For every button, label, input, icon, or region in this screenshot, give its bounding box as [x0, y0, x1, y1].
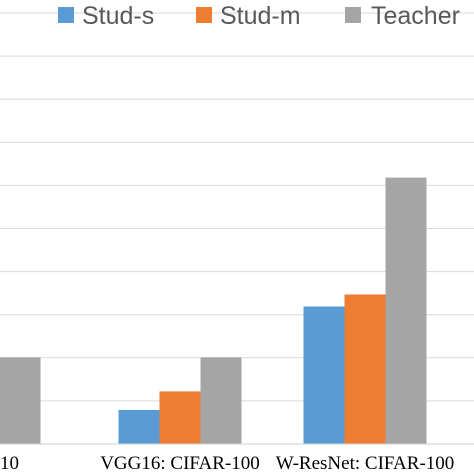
legend-label: Stud-s	[82, 2, 154, 30]
bar-stud-m	[344, 294, 386, 444]
legend-label: Stud-m	[220, 2, 301, 30]
x-tick-label: VGG16: CIFAR-100	[100, 453, 260, 474]
gridlines	[0, 12, 474, 402]
bar-stud-m	[159, 391, 201, 444]
x-tick-labels: CIFAR-10 VGG16: CIFAR-100 W-ResNet: CIFAR-…	[0, 453, 454, 474]
x-tick-label: CIFAR-10	[0, 453, 19, 474]
legend-swatch	[345, 7, 361, 23]
legend-swatch	[196, 7, 212, 23]
bar-stud-s	[303, 306, 345, 444]
bar-teacher	[0, 357, 41, 444]
legend-label: Teacher	[371, 2, 460, 30]
bar-teacher	[200, 357, 242, 444]
bars	[0, 177, 427, 444]
legend-swatch	[58, 7, 74, 23]
x-tick-label: W-ResNet: CIFAR-100	[276, 453, 455, 474]
bar-stud-s	[118, 409, 160, 444]
legend: Stud-s Stud-m Teacher	[58, 2, 460, 30]
bar-teacher	[385, 177, 427, 444]
